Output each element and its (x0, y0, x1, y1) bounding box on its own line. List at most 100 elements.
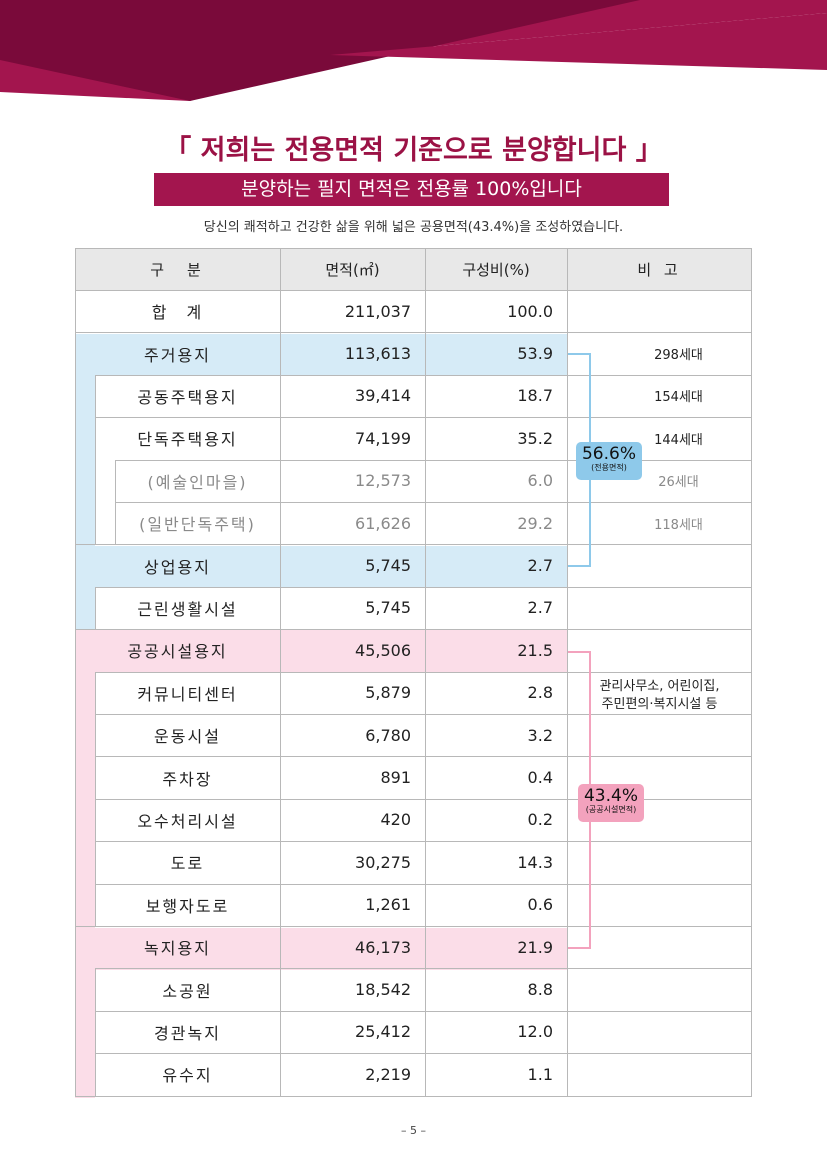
row-ratio: 2.8 (527, 683, 553, 703)
table-row: 주차장 891 0.4 (75, 756, 752, 798)
row-area: 25,412 (355, 1022, 411, 1042)
grid-line (95, 374, 752, 376)
table-row: 합 계 211,037 100.0 (75, 290, 752, 332)
table-row: 운동시설 6,780 3.2 (75, 714, 752, 756)
grid-line (115, 459, 752, 461)
row-category: 보행자도로 (145, 896, 230, 916)
public-row-fill (75, 630, 567, 673)
row-category: 경관녹지 (154, 1023, 221, 1043)
row-category: 도로 (170, 854, 205, 874)
page-title: 「 저희는 전용면적 기준으로 분양합니다 」 (164, 135, 663, 166)
table-row: 단독주택용지 74,199 35.2 144세대 (75, 417, 752, 459)
grid-line (115, 459, 116, 545)
grid-line (75, 290, 752, 291)
grid-line (115, 502, 752, 503)
table-header-bg (75, 248, 752, 290)
grid-line (95, 671, 96, 926)
row-area: 5,745 (365, 556, 411, 576)
grid-line (95, 756, 752, 758)
table-row: 유수지 2,219 1.1 (75, 1053, 752, 1095)
grid-line (75, 544, 752, 546)
row-area: 61,626 (355, 513, 411, 533)
row-category: 주차장 (162, 769, 213, 789)
row-area: 2,219 (365, 1064, 411, 1084)
green-row-fill (75, 928, 567, 970)
row-note (605, 544, 752, 586)
header-ratio: 구성비(%) (462, 260, 530, 279)
public-area-badge: 43.4% (공공시설면적) (578, 784, 644, 822)
row-ratio: 8.8 (527, 980, 553, 1000)
header-decoration (0, 0, 827, 101)
table-row: 보행자도로 1,261 0.6 (75, 884, 752, 926)
row-note (605, 587, 752, 629)
row-ratio: 100.0 (507, 301, 553, 321)
grid-line (95, 374, 96, 545)
grid-line (95, 714, 752, 715)
public-note-line-2: 주민편의·복지시설 등 (601, 697, 718, 712)
grid-line (95, 841, 752, 843)
public-group-fill (75, 630, 95, 1098)
row-area: 30,275 (355, 852, 411, 872)
row-note (605, 1053, 752, 1095)
row-category: 오수처리시설 (137, 811, 238, 831)
table-row: 소공원 18,542 8.8 (75, 968, 752, 1010)
row-ratio: 29.2 (517, 513, 553, 533)
row-category: 공동주택용지 (137, 387, 238, 407)
land-use-table: 구 분 면적(㎡) 구성비(%) 비 고 합 계 211,037 100.0 주거용지… (75, 248, 752, 1098)
row-note: 144세대 (654, 432, 703, 448)
table-row: 경관녹지 25,412 12.0 (75, 1011, 752, 1053)
table-row: 오수처리시설 420 0.2 (75, 799, 752, 841)
row-area: 211,037 (344, 301, 411, 321)
row-ratio: 14.3 (517, 852, 553, 872)
public-area-value: 43.4% (583, 786, 638, 806)
row-area: 1,261 (365, 895, 411, 915)
row-ratio: 2.7 (527, 598, 553, 618)
grid-line (95, 798, 752, 800)
table-row: 공동주택용지 39,414 18.7 154세대 (75, 375, 752, 417)
row-category: (일반단독주택) (139, 515, 256, 535)
row-area: 6,780 (365, 725, 411, 745)
table-row: 상업용지 5,745 2.7 (75, 544, 752, 586)
table-row: 커뮤니티센터 5,879 2.8 (75, 672, 752, 714)
table-row: 도로 30,275 14.3 (75, 841, 752, 883)
grid-line (75, 629, 752, 631)
row-area: 12,573 (355, 471, 411, 491)
grid-line (95, 586, 752, 588)
row-category: 단독주택용지 (137, 430, 238, 450)
private-area-badge: 56.6% (전용면적) (576, 442, 642, 480)
grid-line (95, 671, 752, 673)
row-area: 74,199 (355, 428, 411, 448)
row-ratio: 21.9 (517, 937, 553, 957)
row-ratio: 35.2 (517, 428, 553, 448)
commercial-row-fill (75, 546, 567, 588)
private-area-label: (전용면적) (591, 463, 627, 472)
row-ratio: 2.7 (527, 556, 553, 576)
page-number: – 5 – (401, 1124, 426, 1137)
row-category: 합 계 (151, 303, 204, 323)
row-ratio: 3.2 (527, 725, 553, 745)
table-header-row: 구 분 면적(㎡) 구성비(%) 비 고 (75, 248, 752, 290)
row-note: 26세대 (658, 475, 699, 491)
row-note (605, 1011, 752, 1053)
grid-line (75, 1095, 752, 1097)
header-note: 비 고 (637, 260, 682, 279)
row-note: 154세대 (654, 390, 703, 406)
row-area: 5,879 (365, 683, 411, 703)
row-ratio: 6.0 (527, 471, 553, 491)
residential-row-fill (75, 334, 567, 376)
grid-line (95, 586, 96, 630)
row-category: 주거용지 (144, 345, 211, 365)
row-category: 소공원 (162, 981, 213, 1001)
row-ratio: 0.6 (527, 895, 553, 915)
grid-line (95, 1053, 752, 1055)
row-category: (예술인마을) (147, 472, 248, 492)
row-category: 커뮤니티센터 (137, 684, 238, 704)
row-category: 녹지용지 (144, 939, 211, 959)
row-note: 298세대 (654, 348, 703, 364)
row-note (605, 841, 752, 883)
grid-line (280, 248, 281, 1096)
grid-line (75, 926, 752, 927)
public-area-label: (공공시설면적) (585, 805, 637, 814)
public-facility-note: 관리사무소, 어린이집, 주민편의·복지시설 등 (567, 678, 752, 714)
row-ratio: 18.7 (517, 386, 553, 406)
